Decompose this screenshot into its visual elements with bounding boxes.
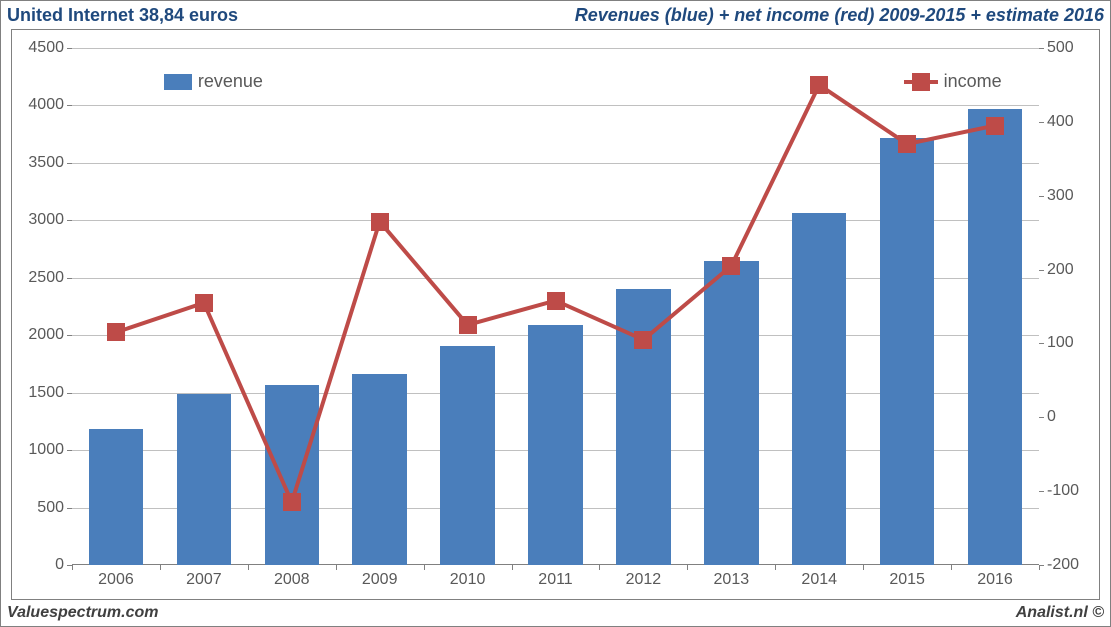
xtick-label: 2016 — [977, 565, 1013, 589]
income-marker — [283, 493, 301, 511]
ytick-left-label: 4500 — [28, 39, 72, 57]
xtick-label: 2007 — [186, 565, 222, 589]
legend-income-swatch — [904, 73, 938, 91]
xtick-label: 2012 — [626, 565, 662, 589]
xtick-label: 2008 — [274, 565, 310, 589]
legend-revenue: revenue — [164, 71, 263, 92]
xtick-mark — [512, 565, 513, 570]
title-left: United Internet 38,84 euros — [7, 5, 238, 26]
legend-revenue-swatch — [164, 74, 192, 90]
ytick-left-label: 500 — [37, 499, 72, 517]
xtick-label: 2013 — [714, 565, 750, 589]
xtick-label: 2010 — [450, 565, 486, 589]
ytick-left-label: 2500 — [28, 269, 72, 287]
ytick-right-label: 300 — [1039, 187, 1074, 205]
ytick-right-label: -200 — [1039, 556, 1079, 574]
ytick-left-label: 3500 — [28, 154, 72, 172]
ytick-left-label: 1500 — [28, 384, 72, 402]
xtick-mark — [951, 565, 952, 570]
legend-income: income — [904, 71, 1002, 92]
title-right: Revenues (blue) + net income (red) 2009-… — [575, 5, 1104, 26]
xtick-mark — [599, 565, 600, 570]
ytick-left-label: 4000 — [28, 96, 72, 114]
plot-outer: 050010001500200025003000350040004500 -20… — [11, 29, 1100, 600]
ytick-right-label: 400 — [1039, 113, 1074, 131]
header: United Internet 38,84 euros Revenues (bl… — [1, 5, 1110, 27]
xtick-mark — [248, 565, 249, 570]
income-marker — [722, 257, 740, 275]
income-marker — [195, 294, 213, 312]
ytick-right-label: 500 — [1039, 39, 1074, 57]
ytick-right-label: -100 — [1039, 482, 1079, 500]
xtick-mark — [775, 565, 776, 570]
xtick-mark — [160, 565, 161, 570]
xtick-mark — [72, 565, 73, 570]
footer-right: Analist.nl © — [1016, 604, 1104, 622]
xtick-mark — [687, 565, 688, 570]
income-marker — [810, 76, 828, 94]
income-marker — [107, 323, 125, 341]
xtick-mark — [1039, 565, 1040, 570]
ytick-left-label: 1000 — [28, 441, 72, 459]
legend-income-label: income — [944, 71, 1002, 92]
income-marker — [371, 213, 389, 231]
income-marker — [986, 117, 1004, 135]
plot-area: 050010001500200025003000350040004500 -20… — [72, 48, 1039, 565]
footer-left: Valuespectrum.com — [7, 604, 158, 622]
chart-container: United Internet 38,84 euros Revenues (bl… — [0, 0, 1111, 627]
income-marker — [634, 331, 652, 349]
ytick-left-label: 0 — [55, 556, 72, 574]
xtick-label: 2009 — [362, 565, 398, 589]
xtick-mark — [336, 565, 337, 570]
xtick-label: 2006 — [98, 565, 134, 589]
ytick-right-label: 0 — [1039, 408, 1056, 426]
ytick-right-label: 200 — [1039, 261, 1074, 279]
ytick-right-label: 100 — [1039, 334, 1074, 352]
legend-revenue-label: revenue — [198, 71, 263, 92]
income-marker — [459, 316, 477, 334]
xtick-mark — [424, 565, 425, 570]
income-marker — [898, 135, 916, 153]
xtick-mark — [863, 565, 864, 570]
ytick-left-label: 3000 — [28, 211, 72, 229]
ytick-left-label: 2000 — [28, 326, 72, 344]
income-marker — [547, 292, 565, 310]
xtick-label: 2015 — [889, 565, 925, 589]
xtick-label: 2011 — [538, 565, 572, 589]
xtick-label: 2014 — [801, 565, 837, 589]
